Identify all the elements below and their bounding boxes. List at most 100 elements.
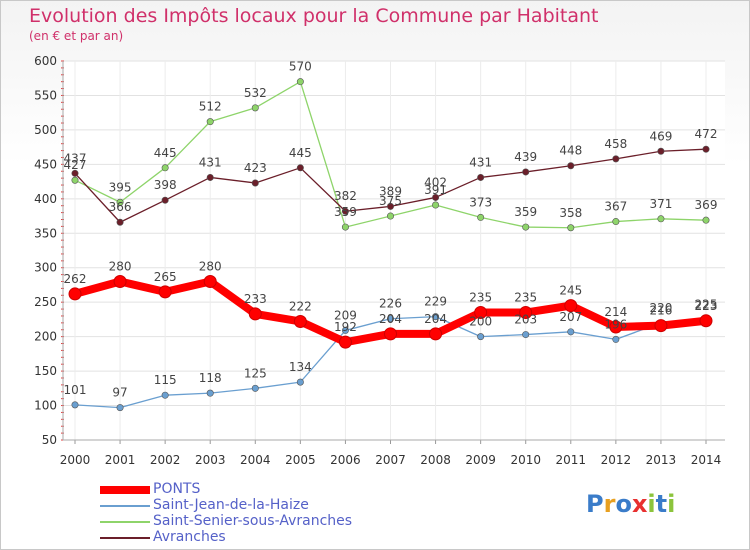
- legend-swatch: [100, 486, 150, 494]
- logo-letter: r: [603, 490, 616, 518]
- chart-subtitle: (en € et par an): [29, 29, 124, 43]
- logo-letter: P: [586, 490, 604, 518]
- x-tick-label: 2007: [375, 453, 406, 467]
- data-point: [113, 275, 127, 289]
- x-tick-label: 2011: [556, 453, 587, 467]
- data-label: 402: [424, 175, 447, 189]
- data-point: [657, 215, 665, 223]
- data-label: 125: [244, 366, 267, 380]
- y-tick-label: 350: [34, 226, 57, 240]
- data-label: 226: [379, 297, 402, 311]
- data-point: [386, 315, 394, 323]
- data-label: 512: [199, 100, 222, 114]
- data-label: 431: [469, 155, 492, 169]
- data-point: [71, 401, 79, 409]
- y-tick-label: 550: [34, 88, 57, 102]
- data-point: [161, 164, 169, 172]
- data-point: [341, 207, 349, 215]
- data-point: [161, 196, 169, 204]
- data-label: 532: [244, 86, 267, 100]
- x-tick-label: 2008: [420, 453, 451, 467]
- data-label: 235: [469, 291, 492, 305]
- y-tick-label: 50: [42, 433, 57, 447]
- data-point: [116, 218, 124, 226]
- data-point: [477, 213, 485, 221]
- data-point: [702, 145, 710, 153]
- data-label: 192: [334, 320, 357, 334]
- data-point: [341, 223, 349, 231]
- data-point: [206, 118, 214, 126]
- data-point: [567, 328, 575, 336]
- data-point: [567, 224, 575, 232]
- data-point: [474, 306, 488, 320]
- data-label: 423: [244, 161, 267, 175]
- plot-area: [63, 61, 725, 440]
- data-label: 359: [514, 205, 537, 219]
- data-point: [657, 147, 665, 155]
- data-point: [384, 327, 397, 341]
- data-point: [654, 319, 668, 333]
- legend-label: Saint-Senier-sous-Avranches: [153, 513, 353, 529]
- data-point: [432, 193, 440, 201]
- data-point: [612, 335, 620, 343]
- data-label: 445: [289, 146, 312, 160]
- data-point: [206, 173, 214, 181]
- x-tick-label: 2009: [465, 453, 496, 467]
- data-label: 458: [604, 137, 627, 151]
- x-tick-label: 2006: [330, 453, 361, 467]
- data-label: 223: [695, 299, 718, 313]
- data-point: [296, 164, 304, 172]
- legend-swatch: [100, 505, 150, 507]
- data-label: 472: [695, 127, 718, 141]
- logo-letter: o: [615, 490, 632, 518]
- data-point: [429, 327, 443, 341]
- data-point: [116, 198, 124, 206]
- logo-letter: i: [667, 490, 676, 518]
- data-label: 204: [379, 312, 402, 326]
- data-label: 200: [469, 315, 492, 329]
- data-point: [567, 162, 575, 170]
- y-tick-label: 150: [34, 364, 57, 378]
- data-label: 373: [469, 195, 492, 209]
- data-label: 229: [424, 295, 447, 309]
- data-label: 570: [289, 60, 312, 74]
- legend-label: Saint-Jean-de-la-Haize: [153, 497, 309, 513]
- y-tick-label: 250: [34, 295, 57, 309]
- legend-swatch: [100, 521, 150, 523]
- data-label: 101: [64, 383, 87, 397]
- data-label: 469: [649, 129, 672, 143]
- data-label: 439: [514, 150, 537, 164]
- data-point: [522, 168, 530, 176]
- data-point: [203, 275, 217, 289]
- data-point: [296, 78, 304, 86]
- x-tick-label: 2013: [646, 453, 677, 467]
- data-point: [248, 307, 262, 321]
- data-label: 371: [649, 197, 672, 211]
- data-point: [612, 218, 620, 226]
- data-point: [293, 314, 307, 328]
- data-point: [251, 384, 259, 392]
- data-label: 359: [334, 205, 357, 219]
- data-point: [296, 378, 304, 386]
- data-point: [251, 104, 259, 112]
- data-label: 225: [695, 297, 718, 311]
- data-label: 134: [289, 360, 312, 374]
- data-label: 280: [199, 260, 222, 274]
- data-point: [386, 212, 394, 220]
- data-label: 209: [334, 308, 357, 322]
- x-tick-label: 2003: [195, 453, 226, 467]
- x-tick-label: 2012: [601, 453, 632, 467]
- data-point: [116, 404, 124, 412]
- x-tick-label: 2002: [150, 453, 181, 467]
- data-label: 196: [604, 317, 627, 331]
- data-point: [564, 299, 578, 313]
- legend-swatch: [100, 537, 150, 539]
- data-label: 204: [424, 312, 447, 326]
- data-label: 245: [559, 284, 582, 298]
- logo-letter: i: [647, 490, 656, 518]
- data-label: 233: [244, 292, 267, 306]
- data-label: 207: [559, 310, 582, 324]
- data-point: [612, 155, 620, 163]
- y-tick-label: 600: [34, 54, 57, 68]
